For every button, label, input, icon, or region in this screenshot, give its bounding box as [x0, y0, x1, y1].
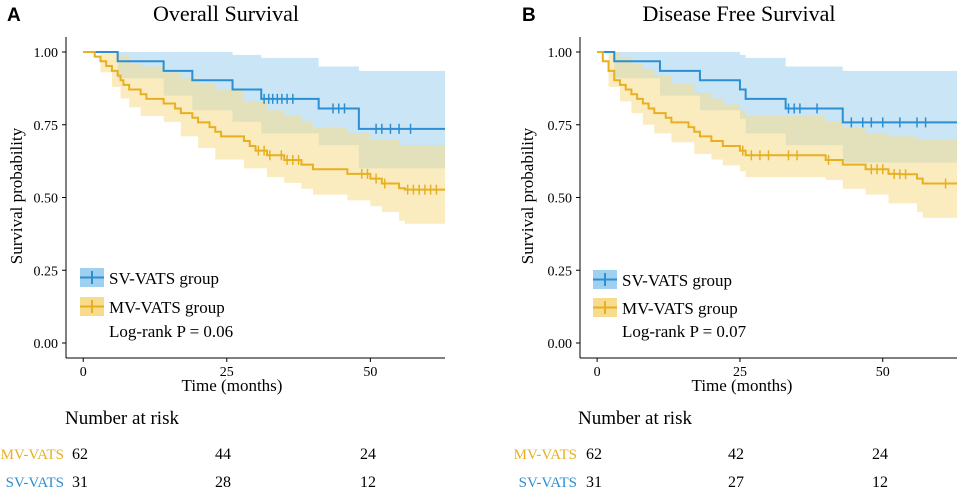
chart-title: Overall Survival	[153, 1, 299, 26]
y-tick-label: 0.75	[34, 119, 59, 134]
risk-row-label: SV-VATS	[519, 475, 577, 491]
survival-curve-mv-vats	[83, 51, 445, 191]
risk-count: 24	[872, 446, 888, 463]
risk-table-title: Number at risk	[65, 408, 179, 429]
risk-row-label: MV-VATS	[514, 447, 577, 463]
x-axis-label: Time (months)	[182, 376, 283, 395]
y-tick-label: 0.75	[548, 119, 573, 134]
x-tick-label: 0	[594, 365, 601, 380]
chart-title: Disease Free Survival	[642, 1, 835, 26]
risk-table-title: Number at risk	[578, 408, 692, 429]
risk-count: 24	[360, 446, 376, 463]
x-tick-label: 50	[363, 365, 377, 380]
y-tick-label: 0.50	[548, 192, 573, 207]
log-rank-pvalue: Log-rank P = 0.07	[622, 322, 747, 341]
y-tick-label: 0.25	[548, 264, 573, 279]
legend-label-sv-vats: SV-VATS group	[622, 271, 732, 290]
panel-label: A	[7, 5, 21, 26]
risk-count: 42	[728, 446, 744, 463]
legend: SV-VATS group MV-VATS group Log-rank P =…	[593, 270, 747, 341]
legend: SV-VATS group MV-VATS group Log-rank P =…	[80, 268, 233, 341]
risk-count: 12	[360, 474, 376, 491]
x-tick-label: 50	[876, 365, 890, 380]
panel-overall-survival: A Overall Survival Survival probability …	[1, 1, 446, 491]
risk-count: 31	[72, 474, 88, 491]
panel-disease-free-survival: B Disease Free Survival Survival probabi…	[514, 1, 957, 491]
y-axis-label: Survival probability	[7, 127, 26, 264]
risk-table: MV-VATS 62 44 24 SV-VATS 31 28 12	[1, 446, 376, 491]
x-tick-label: 0	[80, 365, 87, 380]
x-tick-label: 25	[733, 365, 747, 380]
ci-band-mv-vats	[597, 52, 957, 221]
risk-row-label: MV-VATS	[1, 447, 64, 463]
risk-count: 62	[72, 446, 88, 463]
risk-count: 62	[586, 446, 602, 463]
risk-count: 28	[215, 474, 231, 491]
y-tick-label: 1.00	[548, 46, 573, 61]
plot-area: 0.00 0.25 0.50 0.75 1.00 0 25 50	[34, 37, 446, 380]
risk-count: 27	[728, 474, 744, 491]
y-tick-label: 0.00	[548, 337, 573, 352]
x-tick-label: 25	[220, 365, 234, 380]
risk-count: 31	[586, 474, 602, 491]
x-axis-label: Time (months)	[692, 376, 793, 395]
risk-row-label: SV-VATS	[6, 475, 64, 491]
panel-label: B	[522, 5, 536, 26]
log-rank-pvalue: Log-rank P = 0.06	[109, 322, 233, 341]
survival-curve-sv-vats	[597, 51, 957, 124]
risk-count: 12	[872, 474, 888, 491]
legend-label-mv-vats: MV-VATS group	[622, 299, 738, 318]
risk-table: MV-VATS 62 42 24 SV-VATS 31 27 12	[514, 446, 888, 491]
y-tick-label: 0.25	[34, 264, 59, 279]
y-axis-label: Survival probability	[518, 127, 537, 264]
legend-label-mv-vats: MV-VATS group	[109, 298, 225, 317]
survival-curve-mv-vats	[597, 51, 957, 185]
y-tick-label: 0.00	[34, 337, 59, 352]
y-tick-label: 1.00	[34, 46, 59, 61]
ci-band-mv-vats	[83, 52, 446, 227]
risk-count: 44	[215, 446, 231, 463]
y-tick-label: 0.50	[34, 192, 59, 207]
legend-label-sv-vats: SV-VATS group	[109, 269, 219, 288]
plot-area: 0.00 0.25 0.50 0.75 1.00 0 25 50	[548, 37, 957, 380]
